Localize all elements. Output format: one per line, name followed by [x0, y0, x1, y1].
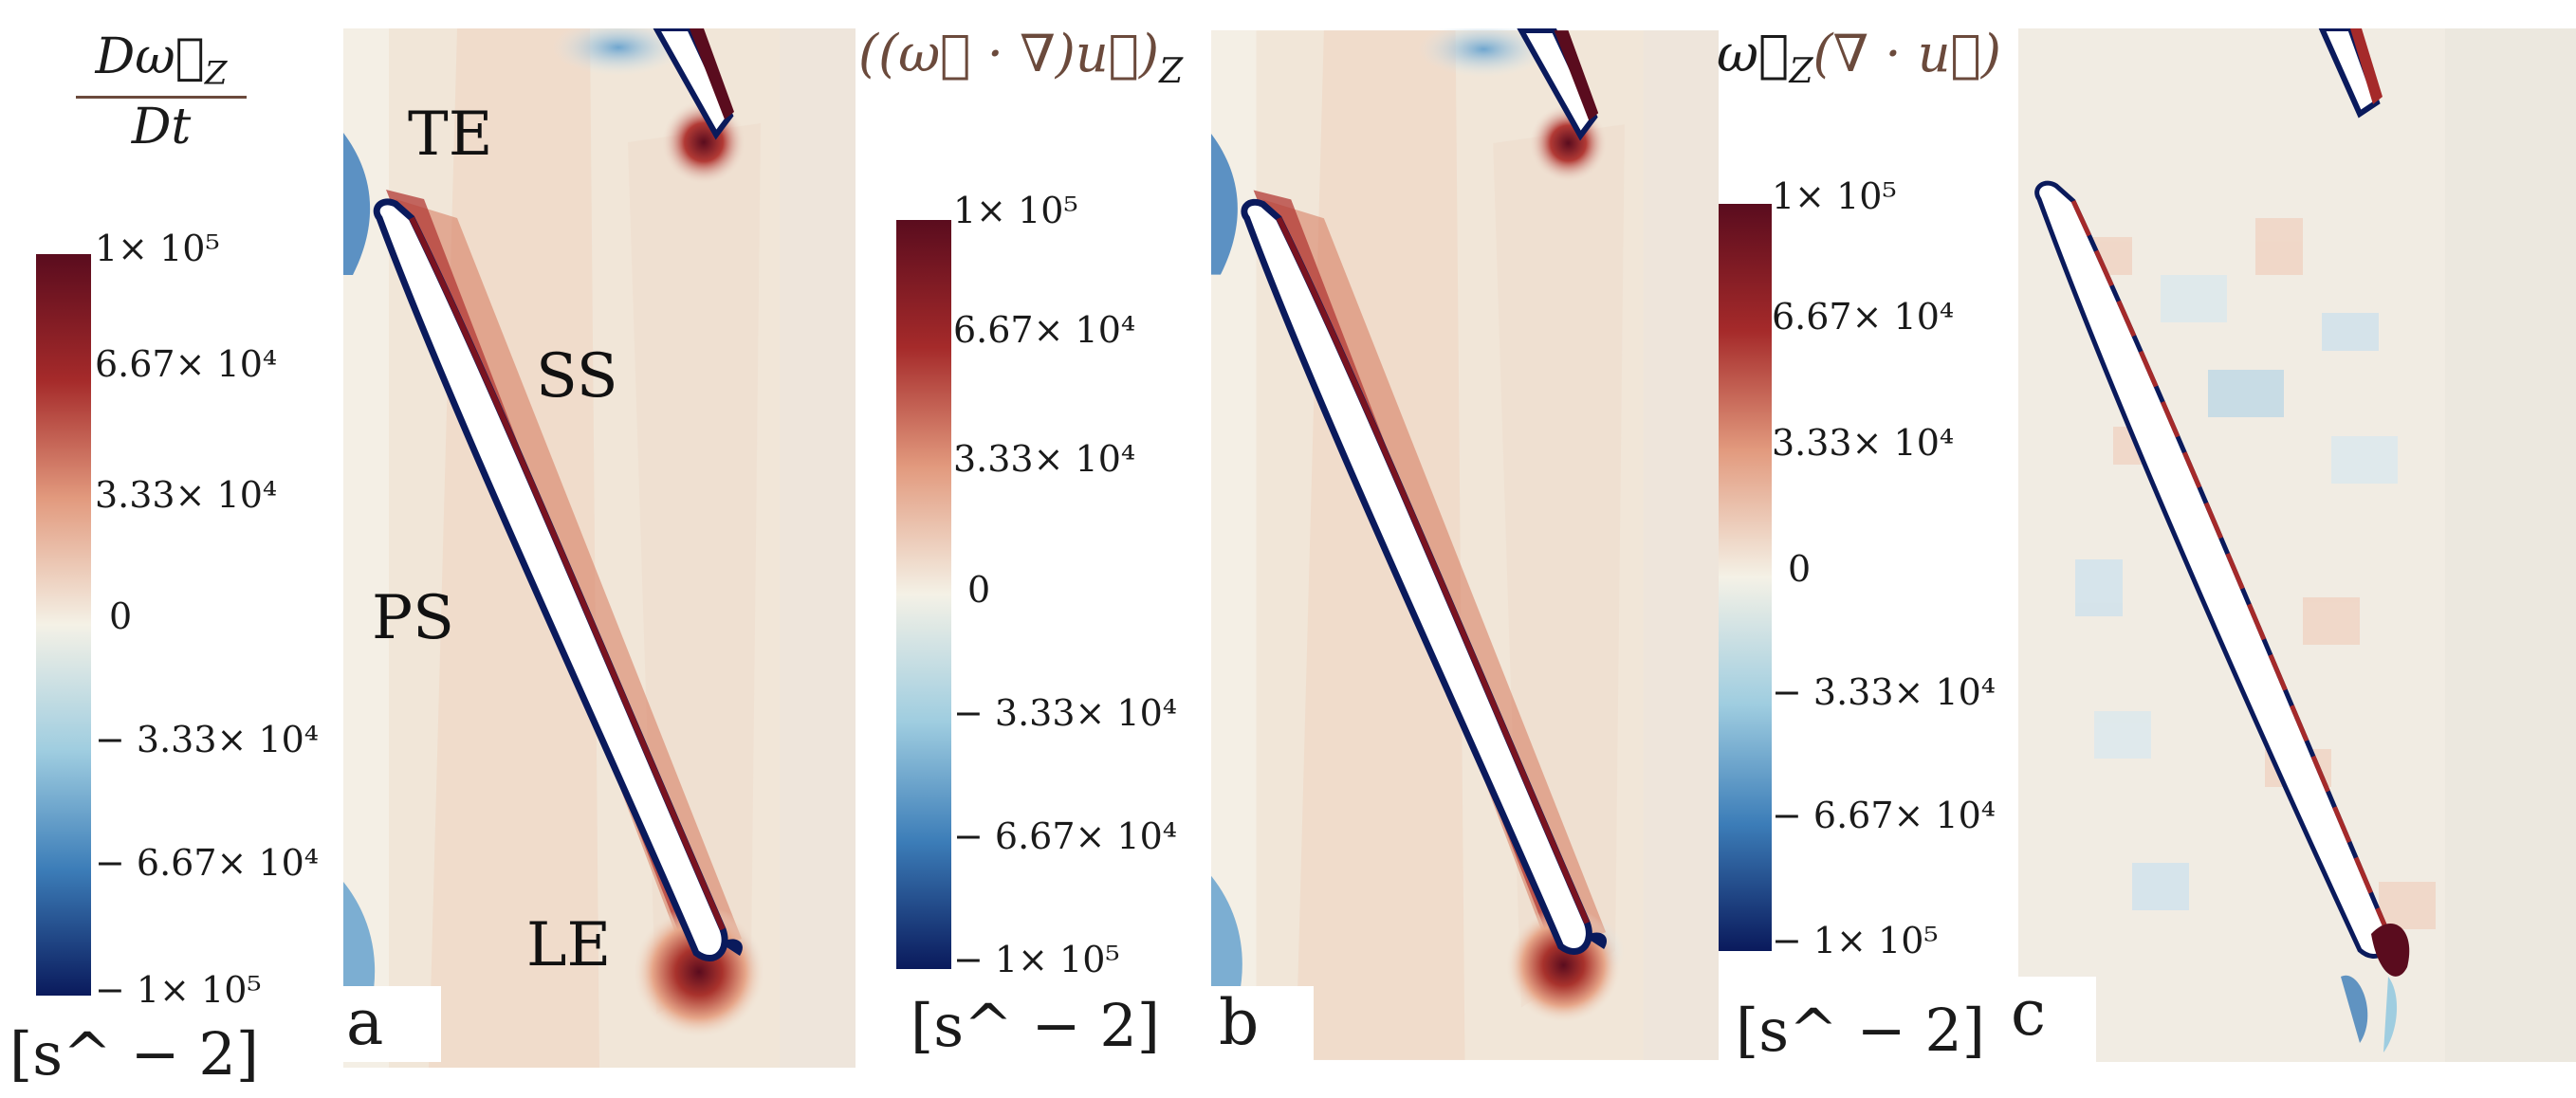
title-sub-a: Z: [204, 54, 228, 93]
title-c-omega: ω⃗: [1717, 24, 1790, 83]
colorbar-unit-c: [s^ − 2]: [1736, 996, 1985, 1065]
tick-c-6: − 1× 10⁵: [1772, 920, 1939, 961]
tick-a-6: − 1× 10⁵: [95, 969, 262, 1011]
tick-b-4: − 3.33× 10⁴: [953, 692, 1178, 734]
label-ss: SS: [536, 341, 618, 412]
contour-field-b: [1211, 28, 1719, 1060]
tick-a-4: − 3.33× 10⁴: [95, 719, 320, 760]
tick-c-3: 0: [1788, 548, 1812, 590]
label-ps: PS: [372, 583, 454, 653]
colorbar-title-c: ω⃗Z(∇ · u⃗): [1717, 24, 2001, 91]
contour-field-c: [2018, 28, 2576, 1062]
colorbar-title-b: ((ω⃗ · ∇)u⃗)Z: [858, 24, 1183, 91]
tick-a-1: 6.67× 10⁴: [95, 343, 278, 385]
tick-c-0: 1× 10⁵: [1772, 175, 1897, 217]
tick-b-2: 3.33× 10⁴: [953, 438, 1136, 480]
tick-c-2: 3.33× 10⁴: [1772, 422, 1955, 464]
tick-b-0: 1× 10⁵: [953, 190, 1078, 231]
colorbar-a: [36, 254, 91, 996]
tick-b-1: 6.67× 10⁴: [953, 309, 1136, 351]
tick-c-4: − 3.33× 10⁴: [1772, 671, 1996, 713]
colorbar-c: [1719, 204, 1772, 951]
tick-a-0: 1× 10⁵: [95, 228, 220, 269]
panel-a: Dω⃗Z Dt 1× 10⁵ 6.67× 10⁴ 3.33× 10⁴ 0 − 3…: [0, 0, 858, 1098]
tick-c-1: 6.67× 10⁴: [1772, 296, 1955, 338]
tick-a-5: − 6.67× 10⁴: [95, 842, 320, 884]
panel-c: ω⃗Z(∇ · u⃗) 1× 10⁵ 6.67× 10⁴ 3.33× 10⁴ 0…: [1717, 0, 2576, 1098]
colorbar-b: [896, 220, 951, 969]
tick-b-6: − 1× 10⁵: [953, 939, 1120, 980]
tick-a-3: 0: [109, 595, 133, 637]
title-b-main: ((ω⃗ · ∇)u⃗): [858, 24, 1160, 83]
label-le: LE: [526, 910, 612, 980]
panel-letter-a: a: [337, 986, 441, 1062]
panel-b: ((ω⃗ · ∇)u⃗)Z 1× 10⁵ 6.67× 10⁴ 3.33× 10⁴…: [858, 0, 1719, 1098]
label-te: TE: [408, 100, 493, 170]
title-b-sub: Z: [1159, 51, 1184, 91]
colorbar-unit-a: [s^ − 2]: [9, 1019, 259, 1089]
title-numerator-a: Dω⃗: [95, 28, 205, 85]
panel-letter-b: b: [1209, 986, 1314, 1062]
title-c-div: (∇ · u⃗): [1812, 24, 2001, 83]
colorbar-unit-b: [s^ − 2]: [911, 991, 1160, 1060]
tick-b-3: 0: [967, 569, 991, 611]
tick-b-5: − 6.67× 10⁴: [953, 815, 1178, 857]
tick-a-2: 3.33× 10⁴: [95, 474, 278, 516]
colorbar-title-a: Dω⃗Z Dt: [57, 28, 266, 156]
title-denominator-a: Dt: [131, 99, 192, 156]
panel-letter-c: c: [2001, 977, 2096, 1062]
title-c-sub: Z: [1789, 51, 1813, 91]
contour-field-a: [343, 28, 856, 1068]
tick-c-5: − 6.67× 10⁴: [1772, 795, 1996, 836]
